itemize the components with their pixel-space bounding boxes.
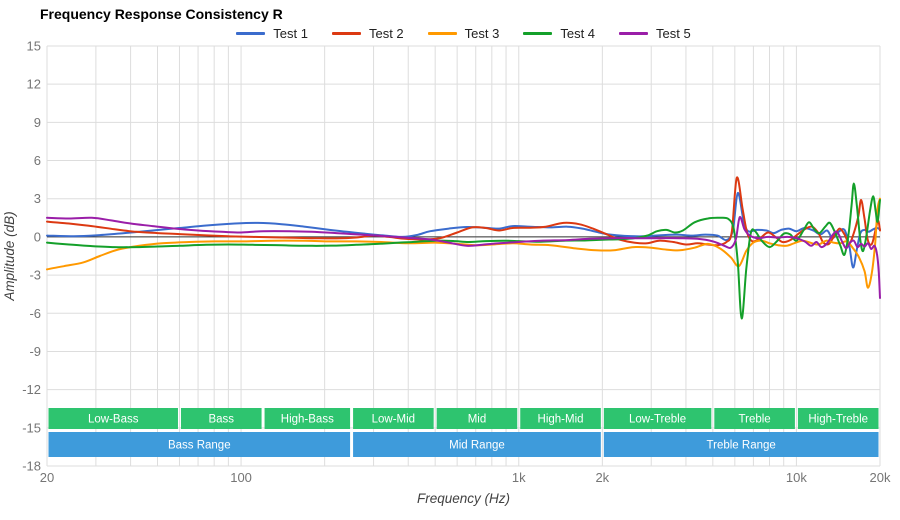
lower-band-label: Mid Range (449, 440, 505, 452)
legend-label: Test 3 (464, 25, 500, 41)
upper-band-label: Treble (739, 414, 771, 426)
series-line-test-2 (46, 176, 881, 247)
legend-label: Test 1 (273, 25, 308, 41)
lower-band-label: Treble Range (707, 440, 776, 452)
x-axis-title: Frequency (Hz) (417, 491, 510, 506)
legend-item-test-1: Test 1 (236, 26, 308, 41)
legend-label: Test 2 (368, 25, 404, 41)
upper-band-low-bass (48, 408, 178, 429)
y-tick-label: -6 (29, 306, 41, 321)
upper-band-label: Low-Treble (629, 414, 686, 426)
legend-item-test-5: Test 5 (619, 26, 691, 41)
y-tick-label: 3 (34, 191, 41, 206)
upper-band-high-bass (264, 408, 351, 429)
legend-item-test-2: Test 2 (331, 25, 404, 41)
series-line-test-1 (46, 191, 881, 269)
x-tick-label: 100 (230, 470, 252, 485)
upper-band-mid (436, 408, 518, 429)
upper-band-label: High-Mid (538, 414, 584, 426)
x-tick-label: 20 (40, 470, 54, 485)
upper-band-label: Mid (468, 414, 487, 426)
lower-band-mid-range (353, 432, 601, 457)
upper-band-label: Bass (208, 414, 234, 426)
legend-item-test-3: Test 3 (427, 25, 500, 41)
legend-label: Test 4 (560, 25, 596, 41)
x-tick-label: 2k (595, 470, 609, 485)
series-line-test-3 (46, 197, 881, 289)
upper-band-label: Low-Bass (88, 414, 139, 426)
chart-title: Frequency Response Consistency R (40, 6, 283, 22)
series-line-test-4 (46, 182, 881, 320)
chart-legend: Test 1 Test 2 Test 3 Test 4 Test 5 (47, 24, 880, 42)
y-tick-label: 0 (34, 229, 41, 244)
upper-band-treble (714, 408, 795, 429)
legend-swatch (236, 31, 266, 35)
y-tick-label: -9 (29, 344, 41, 359)
y-tick-label: -3 (29, 268, 41, 283)
legend-swatch (427, 31, 457, 35)
lower-band-treble-range (603, 432, 879, 457)
legend-item-test-4: Test 4 (523, 26, 595, 41)
upper-band-label: High-Treble (808, 414, 868, 426)
upper-band-label: High-Bass (281, 414, 334, 426)
y-tick-label: -15 (22, 420, 41, 435)
lower-band-label: Bass Range (168, 440, 231, 452)
y-tick-label: 12 (27, 77, 41, 92)
upper-band-high-treble (797, 408, 879, 429)
y-tick-label: 15 (27, 39, 41, 54)
x-tick-label: 1k (512, 470, 526, 485)
legend-swatch (331, 31, 361, 35)
legend-swatch (619, 31, 649, 35)
legend-label: Test 5 (656, 25, 691, 41)
x-tick-label: 10k (786, 470, 807, 485)
series-line-test-5 (46, 216, 881, 299)
upper-band-label: Low-Mid (372, 414, 415, 426)
upper-band-bass (180, 408, 262, 429)
upper-band-low-treble (603, 408, 712, 429)
upper-band-low-mid (353, 408, 434, 429)
y-axis-title: Amplitude (dB) (2, 211, 17, 301)
y-tick-label: 6 (34, 153, 41, 168)
lower-band-bass-range (48, 432, 351, 457)
y-tick-label: 9 (34, 115, 41, 130)
y-tick-label: -12 (22, 382, 41, 397)
legend-swatch (523, 31, 553, 35)
x-tick-label: 20k (870, 470, 891, 485)
upper-band-high-mid (520, 408, 601, 429)
y-tick-label: -18 (22, 459, 41, 474)
